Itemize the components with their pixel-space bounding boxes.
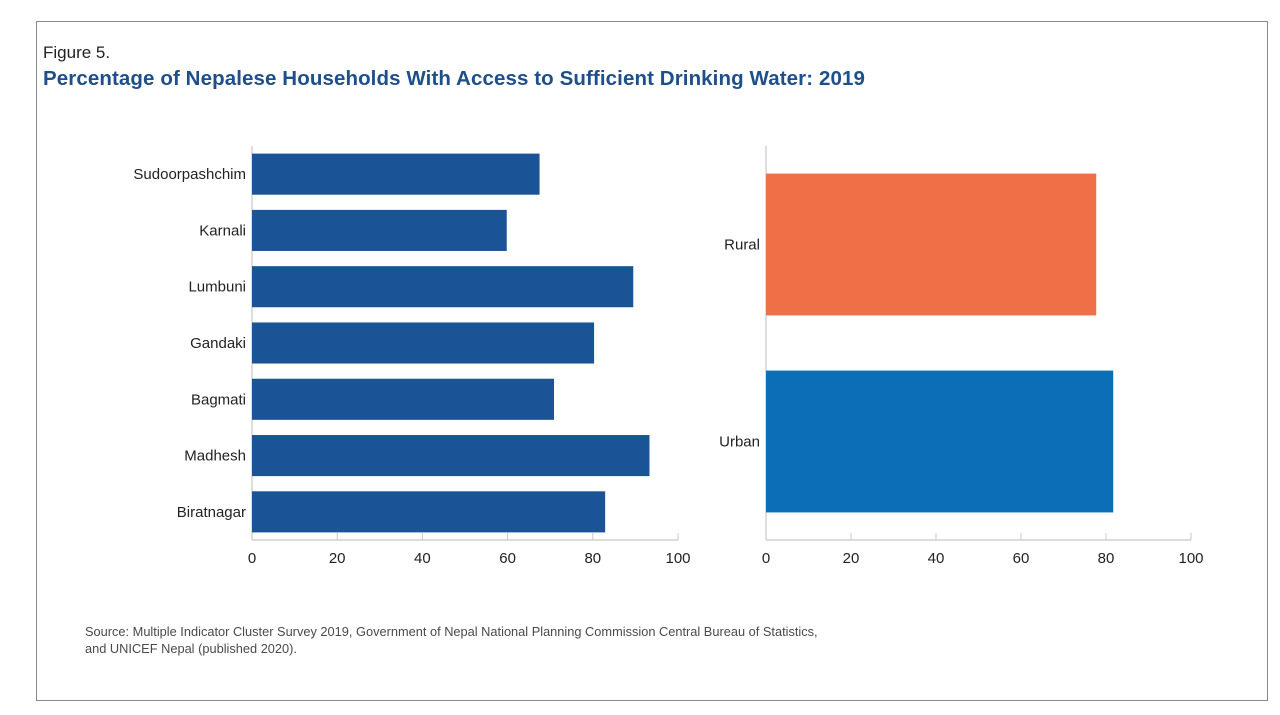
x-tick-label: 0	[762, 550, 770, 567]
category-label: Urban	[719, 434, 760, 451]
x-tick-label: 60	[1013, 550, 1030, 567]
bar-rural	[766, 173, 1097, 316]
x-tick-label: 20	[843, 550, 860, 567]
x-tick-label: 20	[329, 550, 346, 567]
bar-urban	[766, 370, 1114, 513]
x-tick-label: 0	[248, 550, 256, 567]
source-line-1: Source: Multiple Indicator Cluster Surve…	[85, 624, 818, 639]
x-tick-label: 60	[499, 550, 516, 567]
category-label: Gandaki	[190, 335, 246, 352]
x-tick-label: 80	[1098, 550, 1115, 567]
category-label: Bagmati	[191, 391, 246, 408]
category-label: Biratnagar	[177, 504, 246, 521]
category-label: Lumbuni	[188, 279, 246, 296]
category-label: Sudoorpashchim	[133, 166, 246, 183]
x-tick-label: 80	[584, 550, 601, 567]
bar-gandaki	[252, 322, 595, 364]
x-tick-label: 100	[1178, 550, 1203, 567]
bar-lumbuni	[252, 266, 634, 308]
figure-frame	[36, 21, 1268, 701]
category-label: Madhesh	[184, 448, 246, 465]
source-note: Source: Multiple Indicator Cluster Surve…	[85, 623, 1185, 657]
bar-bagmati	[252, 378, 555, 420]
urban-rural-chart: 0 20 40 60 80 100 Rural Urban	[719, 146, 1204, 567]
x-tick-label: 40	[928, 550, 945, 567]
category-label: Rural	[724, 237, 760, 254]
x-tick-label: 100	[665, 550, 690, 567]
bar-biratnagar	[252, 491, 606, 533]
bar-madhesh	[252, 435, 650, 477]
x-tick-label: 40	[414, 550, 431, 567]
province-chart: 0 20 40 60 80 100 Sudoorpashchim Karnali Lumbuni…	[133, 146, 691, 567]
figure-label: Figure 5.	[43, 43, 111, 62]
chart-title: Percentage of Nepalese Households With A…	[43, 67, 865, 90]
bar-sudoorpashchim	[252, 153, 540, 195]
source-line-2: and UNICEF Nepal (published 2020).	[85, 641, 297, 656]
category-label: Karnali	[199, 222, 246, 239]
bar-karnali	[252, 209, 507, 251]
